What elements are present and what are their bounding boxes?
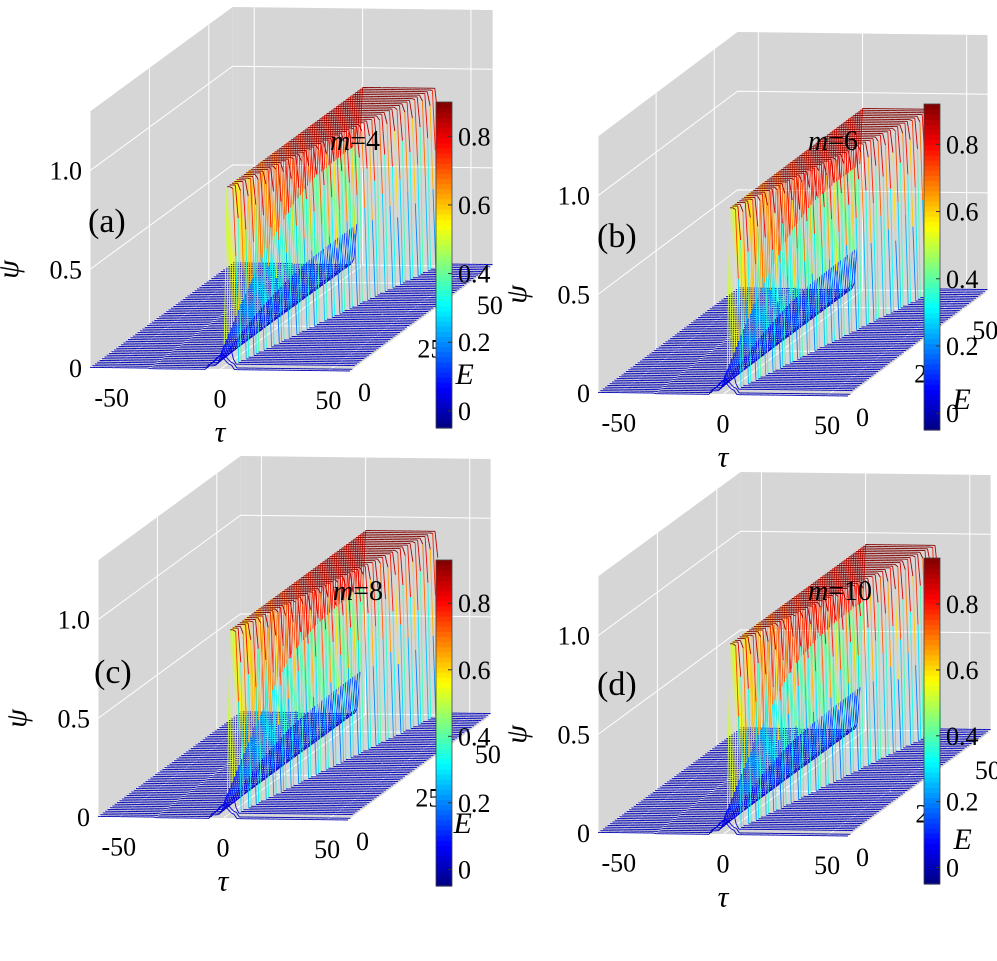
surface-segment <box>186 340 189 341</box>
surface-segment <box>205 326 208 327</box>
surface-segment <box>202 328 205 329</box>
surface-segment <box>217 318 220 319</box>
surface-segment <box>181 344 184 345</box>
surface-segment <box>222 314 225 315</box>
surface-segment <box>198 332 201 333</box>
surface-segment <box>200 330 203 331</box>
surface-segment <box>176 347 179 348</box>
surface-segment <box>219 316 222 317</box>
surface-segment <box>193 335 196 336</box>
surface-segment <box>169 352 172 353</box>
surface-segment <box>172 351 175 352</box>
surface-segment <box>210 323 213 324</box>
surface-segment <box>174 349 177 350</box>
surface-segment <box>188 339 191 340</box>
surface-segment <box>214 319 217 320</box>
surface-segment <box>164 356 167 357</box>
surface-segment <box>226 311 229 312</box>
surface-segment <box>191 337 194 338</box>
surface-segment <box>160 359 163 360</box>
surface-segment <box>308 149 311 150</box>
